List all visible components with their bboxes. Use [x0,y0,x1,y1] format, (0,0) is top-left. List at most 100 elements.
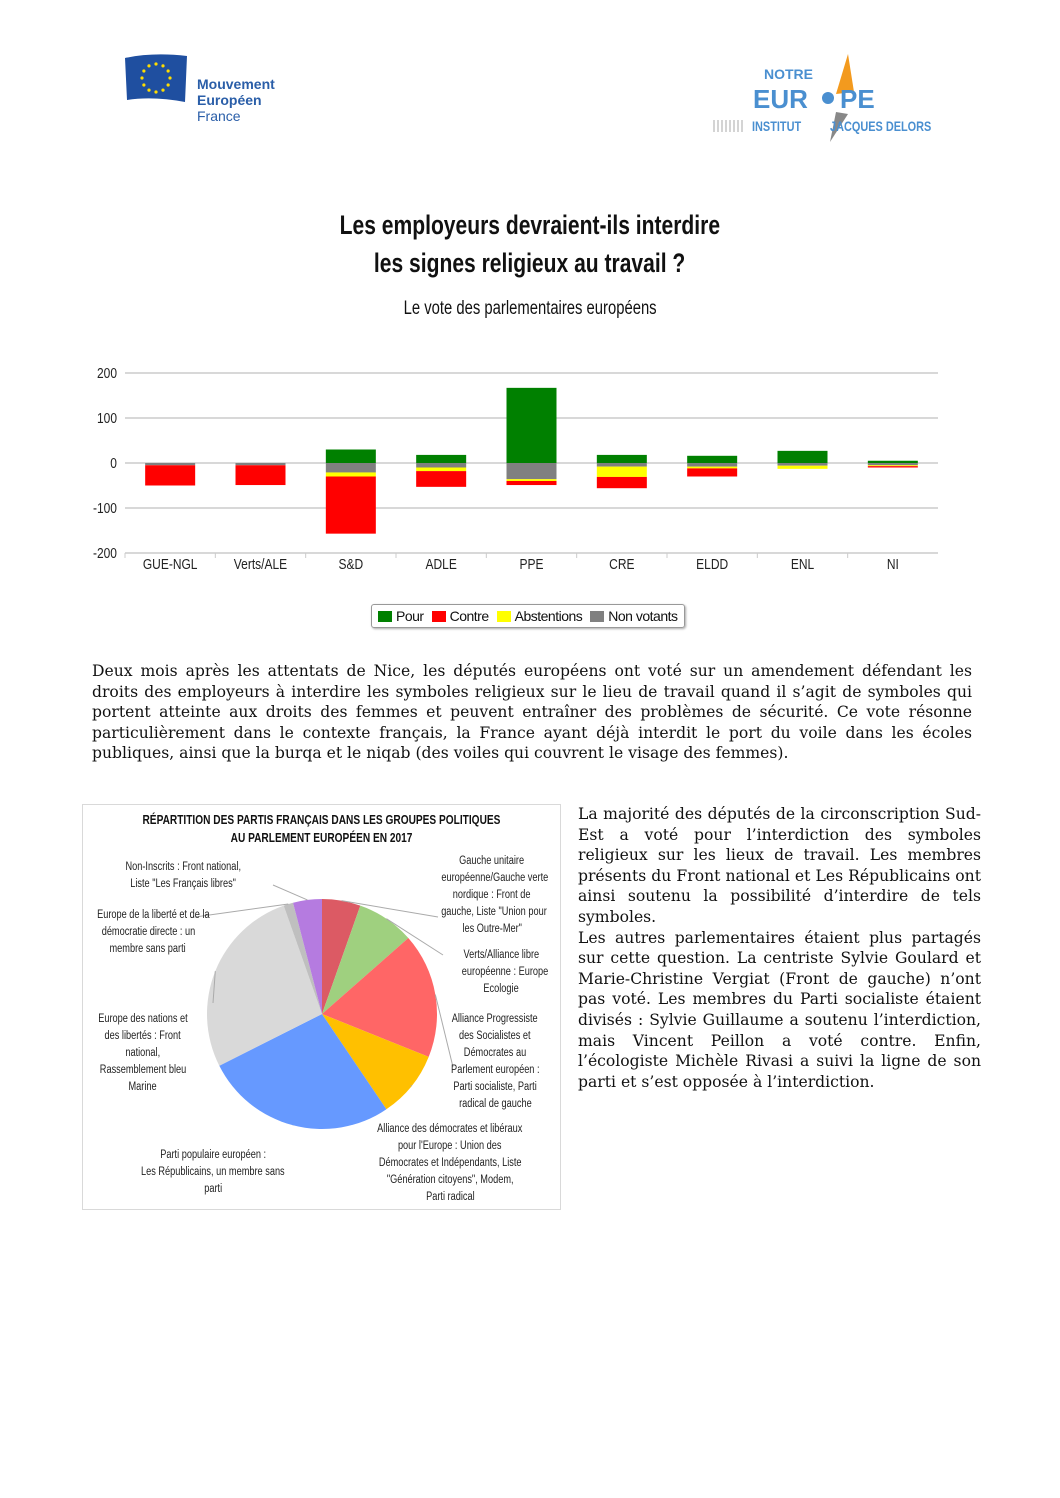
star-icon [161,64,165,68]
star-icon [142,69,146,73]
logo-text: Mouvement [197,76,275,92]
bar-chart-legend: Pour Contre Abstentions Non votants [371,604,685,628]
pie-slice [293,899,322,1014]
star-icon [147,64,151,68]
bar-contre [867,466,918,468]
x-tick-label: ADLE [425,556,456,573]
y-tick-label: 200 [97,365,117,382]
analysis-text: Les autres parlementaires étaient plus p… [578,928,981,1091]
analysis-paragraph: La majorité des députés de la circonscri… [578,804,981,1092]
bar-abstentions [777,465,828,469]
logo-text: JACQUES DELORS [830,118,932,134]
leader-line [272,884,308,901]
bar-non-votants [416,463,467,468]
bar-pour [596,454,647,463]
pie-chart-box: RÉPARTITION DES PARTIS FRANÇAIS DANS LES… [82,804,561,1210]
logo-text: EUR [753,84,808,114]
logo-text: INSTITUT [752,118,802,134]
pie-slice-label: Non-Inscrits : Front national, Liste "Les… [125,861,241,890]
page-subtitle: Le vote des parlementaires européens [403,298,657,319]
bar-contre [235,465,286,486]
bar-non-votants [145,463,196,466]
x-tick-label: GUE-NGL [143,556,198,573]
star-icon [166,69,170,73]
leader-line [212,971,216,1004]
x-tick-label: CRE [609,556,634,573]
pie-slice-label: Gauche unitaire européenne/Gauche verte no… [441,855,549,935]
legend-item: Non votants [590,608,678,624]
pie-slice [283,902,322,1014]
x-tick-label: PPE [519,556,543,573]
legend-swatch [431,610,446,622]
pie-slice-label: Parti populaire européen : Les Républicai… [141,1149,285,1195]
leader-line [341,900,439,918]
star-icon [140,76,144,80]
bar-pour [777,450,828,463]
pie-slice [219,1014,387,1129]
bar-non-votants [777,463,828,466]
pie-slice-label: Verts/Alliance libre européenne : Europe E… [461,949,549,995]
bar-pour [506,387,557,463]
pie-slice [322,905,409,1014]
eu-flag-icon [125,54,187,102]
logo-text: PE [840,84,875,114]
bar-non-votants [596,463,647,467]
legend-label: Abstentions [514,608,583,624]
pie-slice-label: Alliance Progressiste des Socialistes et D… [450,1013,540,1110]
intro-paragraph: Deux mois après les attentats de Nice, l… [92,662,972,763]
y-tick-label: -100 [93,500,117,517]
pie-slice-label: Alliance des démocrates et libéraux pour … [377,1123,523,1203]
legend-label: Contre [449,608,490,624]
bar-pour [867,460,918,463]
star-icon [147,88,151,92]
pie-slice-label: Europe des nations et des libertés : Fron… [98,1013,188,1093]
bar-pour [325,449,376,463]
legend-item: Contre [431,608,490,624]
bar-non-votants [325,463,376,473]
star-icon [142,83,146,87]
bar-non-votants [687,463,738,467]
leader-line [434,994,454,1068]
bar-contre [145,465,196,486]
pie-slice [322,1014,429,1110]
page-title: Les employeurs devraient-ils interdire l… [339,210,721,278]
bar-contre [596,476,647,489]
analysis-text: La majorité des députés de la circonscri… [578,805,981,926]
bar-contre [325,476,376,534]
mouvement-europeen-logo: Mouvement Européen France [123,52,293,127]
pie-slice [207,905,322,1066]
bar-contre [506,481,557,486]
bar-non-votants [867,463,918,466]
bar-non-votants [235,463,286,466]
y-tick-label: 0 [110,455,117,472]
legend-label: Non votants [608,608,678,624]
bar-pour [687,455,738,463]
x-tick-label: NI [887,556,899,573]
bar-abstentions [325,472,376,477]
star-icon [166,83,170,87]
legend-label: Pour [396,608,424,624]
vote-bar-chart: 200 100 0 -100 -200 GUE-NGL Verts/ALE S&D ADLE PP… [93,365,938,573]
x-tick-label: ELDD [696,556,728,573]
x-tick-label: S&D [338,556,363,573]
star-icon [168,76,172,80]
y-tick-label: 100 [97,410,117,427]
leader-line [194,903,289,918]
legend-item: Pour [378,608,424,624]
legend-item: Abstentions [496,608,583,624]
bar-abstentions [687,466,738,469]
pie-slice-label: Europe de la liberté et de la démocratie … [97,909,210,955]
pie-slice [322,938,437,1057]
bar-contre [687,468,738,477]
bar-abstentions [867,465,918,467]
star-icon [154,90,158,94]
bar-abstentions [506,479,557,481]
x-tick-label: ENL [791,556,815,573]
leader-line [386,918,444,956]
bar-abstentions [416,467,467,472]
legend-swatch [590,610,605,622]
bar-abstentions [596,466,647,477]
legend-swatch [378,610,392,622]
logo-text: NOTRE [764,66,813,82]
bar-pour [416,454,467,463]
